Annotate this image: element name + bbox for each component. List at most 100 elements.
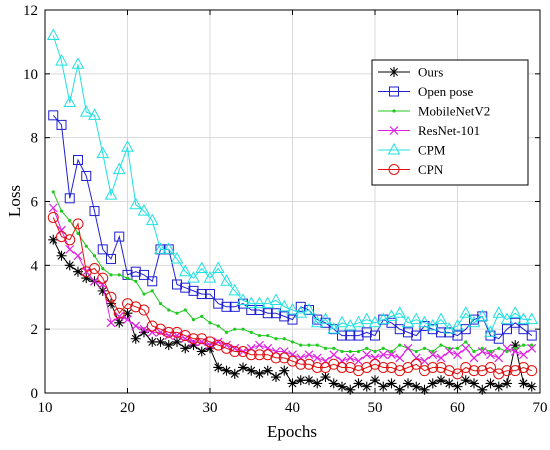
data-point-cpn: [229, 346, 241, 358]
data-point-ours: [345, 384, 356, 395]
data-point-open-pose: [510, 317, 521, 328]
data-point-open-pose: [180, 282, 191, 293]
data-point-mobilenetv2: [348, 349, 352, 354]
data-point-open-pose: [73, 155, 83, 166]
data-point-resnet-101: [510, 347, 520, 356]
data-point-ours: [262, 365, 273, 376]
data-point-mobilenetv2: [233, 327, 237, 331]
data-point-mobilenetv2: [150, 289, 154, 293]
data-point-cpn: [138, 304, 150, 316]
data-point-cpn: [526, 365, 538, 377]
data-point-cpm: [178, 264, 192, 277]
data-point-resnet-101: [189, 337, 198, 347]
data-point-cpm: [46, 28, 60, 41]
data-point-ours: [130, 333, 141, 344]
data-point-open-pose: [460, 324, 471, 335]
data-point-open-pose: [279, 311, 290, 322]
data-point-open-pose: [205, 289, 215, 300]
data-point-open-pose: [56, 119, 67, 130]
data-point-open-pose: [337, 330, 347, 341]
data-point-resnet-101: [387, 350, 396, 360]
data-point-mobilenetv2: [356, 349, 361, 354]
data-point-open-pose: [345, 330, 356, 341]
data-point-resnet-101: [519, 350, 528, 360]
data-point-resnet-101: [420, 356, 429, 366]
data-point-open-pose: [221, 301, 232, 312]
data-point-cpn: [163, 326, 175, 338]
data-point-cpm: [459, 306, 473, 318]
data-point-mobilenetv2: [266, 333, 270, 338]
data-point-mobilenetv2: [59, 209, 64, 213]
data-point-open-pose: [526, 330, 537, 341]
data-point-mobilenetv2: [257, 333, 262, 338]
data-point-open-pose: [370, 330, 380, 341]
data-point-ours: [114, 317, 125, 328]
data-point-mobilenetv2: [208, 321, 212, 325]
data-point-cpn: [410, 358, 422, 370]
legend: Ours Open pose MobileNetV2 ResNet-101 CPM CPN: [371, 59, 529, 186]
legend-marker-resnet-101: [389, 126, 399, 135]
data-point-resnet-101: [378, 350, 388, 360]
data-point-cpn: [427, 361, 439, 373]
data-point-ours: [163, 340, 174, 351]
data-point-open-pose: [89, 206, 100, 217]
data-point-cpm: [418, 315, 431, 328]
data-point-resnet-101: [469, 353, 479, 363]
data-point-resnet-101: [65, 244, 75, 254]
data-point-open-pose: [287, 314, 298, 325]
data-point-mobilenetv2: [332, 346, 336, 350]
data-point-cpn: [336, 361, 348, 373]
data-point-cpm: [368, 315, 382, 328]
series-cpm: [46, 28, 539, 337]
data-point-cpm: [269, 293, 283, 305]
data-point-resnet-101: [502, 343, 512, 353]
data-point-open-pose: [64, 193, 75, 204]
data-point-mobilenetv2: [158, 302, 163, 306]
y-tick-label: 0: [31, 386, 39, 402]
data-point-cpm: [335, 315, 349, 328]
data-point-cpm: [484, 325, 497, 337]
data-point-cpm: [112, 162, 126, 175]
data-point-open-pose: [246, 305, 257, 316]
legend-marker-cpm: [387, 142, 401, 155]
data-point-mobilenetv2: [117, 273, 121, 277]
data-point-open-pose: [411, 330, 422, 341]
data-point-cpm: [286, 302, 299, 315]
data-point-mobilenetv2: [505, 349, 509, 354]
y-tick-label: 2: [31, 322, 39, 338]
data-point-mobilenetv2: [414, 349, 418, 354]
data-point-cpm: [121, 140, 134, 152]
data-point-cpn: [64, 234, 76, 246]
data-point-mobilenetv2: [68, 219, 72, 223]
x-tick-label: 50: [368, 400, 383, 416]
data-point-mobilenetv2: [464, 340, 468, 344]
data-point-resnet-101: [436, 353, 446, 363]
series-cpn: [47, 211, 538, 380]
data-point-cpm: [277, 299, 291, 312]
data-point-cpm: [352, 315, 365, 328]
data-point-ours: [188, 340, 199, 351]
data-point-cpm: [187, 271, 200, 283]
legend-marker-cpn: [388, 164, 400, 175]
data-point-cpn: [97, 272, 109, 284]
data-point-mobilenetv2: [315, 343, 319, 347]
data-point-open-pose: [147, 276, 158, 287]
data-point-cpm: [129, 197, 143, 210]
data-point-resnet-101: [329, 350, 339, 360]
legend-label-ours: Ours: [418, 65, 443, 80]
data-point-cpm: [376, 312, 390, 325]
data-point-ours: [180, 343, 191, 354]
legend-marker-mobilenetv2: [392, 109, 396, 113]
x-tick-label: 10: [38, 400, 53, 416]
data-point-mobilenetv2: [521, 343, 526, 347]
data-point-open-pose: [81, 170, 92, 181]
data-point-cpm: [401, 315, 415, 328]
data-point-cpm: [451, 318, 464, 331]
data-point-cpm: [294, 306, 308, 318]
data-point-mobilenetv2: [200, 314, 204, 318]
data-point-cpn: [254, 349, 265, 361]
data-point-open-pose: [353, 330, 364, 341]
data-point-resnet-101: [139, 324, 149, 334]
x-tick-label: 30: [203, 400, 218, 416]
